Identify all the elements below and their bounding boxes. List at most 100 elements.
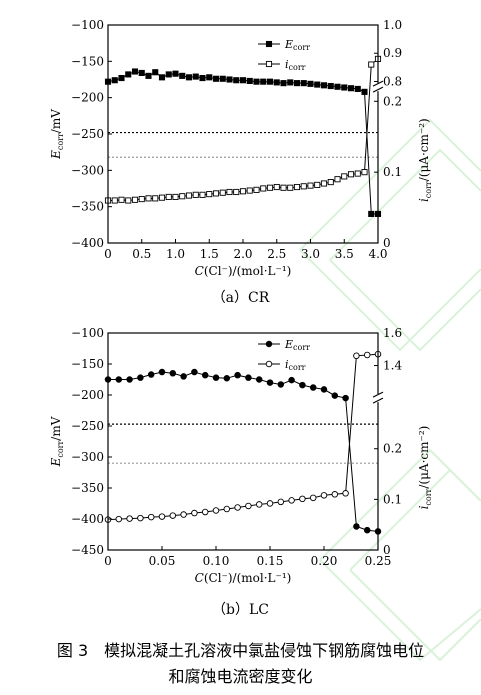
- y-right-tick-label: 0.1: [383, 165, 402, 179]
- icorr-point-2: [111, 197, 118, 204]
- icorr-point-30: [300, 183, 307, 190]
- ecorr-point-17: [212, 75, 220, 82]
- axis-break-gap: [375, 394, 382, 403]
- panel-caption-cr: （a）CR: [211, 290, 270, 306]
- icorr-point-3: [118, 196, 125, 203]
- ecorr-point-13: [234, 371, 241, 379]
- icorr-point-35: [334, 176, 341, 183]
- icorr-point-27: [280, 184, 287, 191]
- ecorr-point-9: [191, 368, 198, 376]
- legend-entry-icorr: icorr: [258, 358, 306, 372]
- x-axis-label-rest: (Cl⁻)/(mol·L⁻¹): [204, 264, 292, 278]
- y-left-tick-label: −350: [71, 200, 104, 214]
- ecorr-point-33: [320, 82, 328, 89]
- ecorr-point-23: [342, 394, 349, 402]
- y-right-tick-label: 0.2: [383, 442, 402, 456]
- legend-entry-ecorr: Ecorr: [258, 38, 310, 52]
- plot-frame: [107, 24, 379, 244]
- y-left-tick-label: −450: [71, 543, 104, 557]
- ecorr-point-22: [246, 77, 253, 85]
- icorr-point-15: [199, 191, 206, 198]
- icorr-point-10: [165, 193, 172, 200]
- ecorr-point-19: [226, 76, 233, 83]
- ecorr-point-28: [287, 79, 294, 86]
- y-left-axis-label: Ecorr/mV: [49, 109, 65, 160]
- ecorr-point-11: [212, 374, 220, 381]
- y-right-label-sub: corr: [424, 181, 433, 198]
- y-left-tick-label: −350: [71, 481, 104, 495]
- icorr-point-11: [172, 193, 179, 200]
- ecorr-point-3: [126, 376, 133, 383]
- icorr-point-31: [307, 182, 314, 189]
- y-left-tick-label: −200: [71, 388, 104, 402]
- x-tick-label: 4.0: [368, 247, 387, 261]
- y-right-tick-label: 0.9: [383, 46, 402, 60]
- ecorr-point-16: [266, 379, 274, 386]
- icorr-point-25: [363, 351, 371, 359]
- panel-caption-lc: （b）LC: [212, 602, 269, 618]
- chart-panel-cr: 0 0.5 1.0 1.5 2.0 2.5 3.0 3.5 4.0 −400 −350 −300 −25…: [0, 10, 481, 315]
- ecorr-point-12: [223, 375, 231, 382]
- y-right-tick-label: 1.0: [383, 18, 402, 32]
- legend-label-sub: corr: [293, 43, 310, 52]
- legend-label-sub: corr: [293, 343, 310, 352]
- figure-caption: 图 3 模拟混凝土孔溶液中氯盐侵蚀下钢筋腐蚀电位 和腐蚀电流密度变化: [0, 638, 481, 690]
- icorr-point-11: [212, 507, 220, 514]
- x-tick-label: 1.5: [200, 247, 219, 261]
- ecorr-point-24: [353, 523, 360, 530]
- y-left-label-sub: corr: [56, 441, 65, 458]
- icorr-point-24: [260, 185, 267, 192]
- ecorr-point-29: [293, 80, 301, 87]
- icorr-point-18: [219, 189, 226, 196]
- legend-label: Ecorr: [284, 338, 310, 352]
- y-left-tick-label: −300: [71, 163, 104, 177]
- x-tick-label: 2.5: [267, 247, 286, 261]
- ecorr-point-11: [172, 70, 179, 77]
- legend-label-main: i: [285, 358, 289, 371]
- y-left-label-sub: corr: [56, 133, 65, 150]
- y-right-tick-label: 0.8: [383, 74, 402, 88]
- ecorr-point-24: [260, 78, 267, 85]
- icorr-point-24: [353, 352, 360, 360]
- icorr-point-6: [138, 196, 145, 203]
- y-right-tick-label: 0: [383, 543, 391, 557]
- ecorr-point-5: [131, 68, 139, 75]
- icorr-point-16: [206, 191, 213, 198]
- icorr-point-17: [212, 190, 220, 197]
- ecorr-point-6: [138, 69, 145, 77]
- y-left-tick-label: −200: [71, 91, 104, 105]
- icorr-point-18: [288, 497, 295, 504]
- axis-break-slash-2: [372, 86, 384, 93]
- icorr-point-23: [342, 490, 349, 497]
- y-right-axis-label: icorr/(μA·cm⁻²): [417, 426, 433, 510]
- icorr-point-29: [293, 183, 301, 191]
- ecorr-point-30: [300, 80, 307, 87]
- y-left-tick-label: −100: [71, 326, 104, 340]
- ecorr-point-31: [307, 80, 314, 87]
- icorr-point-32: [314, 181, 321, 188]
- legend-label: Ecorr: [284, 38, 310, 52]
- x-tick-label: 0.10: [203, 554, 230, 568]
- legend-label-sub: corr: [289, 363, 306, 372]
- axis-break-slash-1: [372, 391, 384, 398]
- ecorr-point-12: [179, 72, 186, 79]
- icorr-point-5: [131, 196, 139, 203]
- icorr-point-33: [320, 180, 328, 187]
- legend-marker: [265, 340, 273, 348]
- axis-break-slash-2: [372, 397, 384, 404]
- icorr-point-19: [299, 495, 306, 503]
- axis-break-mark: [372, 391, 384, 404]
- ecorr-point-37: [347, 85, 355, 92]
- icorr-point-5: [147, 513, 155, 521]
- x-tick-label: 0.05: [149, 554, 176, 568]
- icorr-point-17: [277, 498, 285, 506]
- legend-entry-ecorr: Ecorr: [258, 338, 310, 352]
- icorr-point-22: [246, 187, 253, 194]
- icorr-point-12: [223, 505, 231, 513]
- chart-lc-svg: 0 0.05 0.10 0.15 0.20 0.25−450−400−350−300−25…: [49, 326, 433, 585]
- icorr-point-20: [309, 494, 317, 502]
- icorr-point-10: [201, 508, 209, 516]
- legend-label: icorr: [285, 58, 306, 72]
- icorr-point-36: [341, 173, 348, 180]
- ecorr-point-20: [309, 384, 317, 391]
